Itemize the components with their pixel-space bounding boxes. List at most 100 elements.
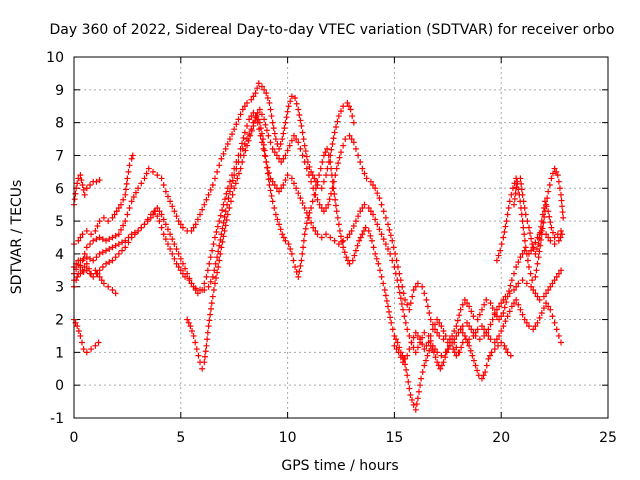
data-point [525, 264, 532, 271]
data-point [160, 231, 167, 238]
data-point [92, 342, 99, 349]
data-point [299, 129, 306, 136]
data-point [202, 348, 209, 355]
data-point [535, 254, 542, 261]
data-point [412, 283, 419, 290]
data-point [227, 198, 234, 205]
data-point [507, 282, 514, 289]
data-point [511, 270, 518, 277]
data-point [75, 175, 82, 182]
data-point [83, 244, 90, 251]
data-point [349, 113, 356, 120]
data-point [336, 154, 343, 161]
data-point [419, 369, 426, 376]
data-point [80, 186, 87, 193]
data-point [266, 99, 273, 106]
data-point [468, 308, 475, 315]
data-point [90, 273, 97, 280]
data-point [224, 211, 231, 218]
data-point [150, 211, 157, 218]
data-point [370, 244, 377, 251]
data-point [319, 159, 326, 166]
data-point [404, 372, 411, 379]
data-point [481, 326, 488, 333]
data-point [225, 195, 232, 202]
data-point [78, 177, 85, 184]
data-point [549, 313, 556, 320]
data-point [214, 223, 221, 230]
data-point [332, 202, 339, 209]
data-point [79, 231, 86, 238]
data-point [74, 180, 81, 187]
data-point [536, 235, 543, 242]
data-point [233, 159, 240, 166]
data-point [547, 283, 554, 290]
data-point [421, 329, 428, 336]
data-point [382, 292, 389, 299]
data-point [541, 198, 548, 205]
data-point [487, 300, 494, 307]
data-point [222, 208, 229, 215]
data-point [394, 339, 401, 346]
data-point [280, 234, 287, 241]
data-point [106, 236, 113, 243]
data-point [495, 252, 502, 259]
data-point [553, 168, 560, 175]
data-point [497, 247, 504, 254]
data-point [334, 118, 341, 125]
data-point [340, 103, 347, 110]
data-point [384, 245, 391, 252]
data-point [380, 208, 387, 215]
data-point [485, 332, 492, 339]
data-point [299, 152, 306, 159]
data-point [284, 147, 291, 154]
data-point [177, 267, 184, 274]
data-point [380, 280, 387, 287]
data-point [400, 290, 407, 297]
data-point [210, 241, 217, 248]
data-point [351, 252, 358, 259]
data-point [130, 194, 137, 201]
y-tick-label: 9 [55, 83, 64, 99]
data-point [232, 180, 239, 187]
data-point [217, 212, 224, 219]
data-point [417, 382, 424, 389]
data-point [258, 130, 265, 137]
data-point [551, 234, 558, 241]
data-point [498, 300, 505, 307]
data-point [434, 329, 441, 336]
data-point [532, 290, 539, 297]
data-point [302, 225, 309, 232]
data-point [295, 190, 302, 197]
data-point [72, 190, 79, 197]
data-point [90, 257, 97, 264]
data-point [549, 280, 556, 287]
data-point [486, 352, 493, 359]
data-point [160, 216, 167, 223]
data-point [336, 227, 343, 234]
data-point [392, 270, 399, 277]
data-point [399, 306, 406, 313]
data-point [513, 283, 520, 290]
data-point [446, 336, 453, 343]
data-point [293, 100, 300, 107]
data-point [344, 99, 351, 106]
data-point [483, 362, 490, 369]
data-point [461, 332, 468, 339]
data-point [506, 290, 513, 297]
data-point [529, 277, 536, 284]
data-point [103, 260, 110, 267]
data-point [135, 185, 142, 192]
data-point [372, 250, 379, 257]
data-point [500, 296, 507, 303]
data-point [390, 244, 397, 251]
data-point [521, 231, 528, 238]
data-point [240, 134, 247, 141]
data-point [126, 162, 133, 169]
data-point [515, 301, 522, 308]
data-point [446, 342, 453, 349]
data-point [478, 323, 485, 330]
data-point [339, 238, 346, 245]
data-point [295, 139, 302, 146]
data-point [190, 332, 197, 339]
